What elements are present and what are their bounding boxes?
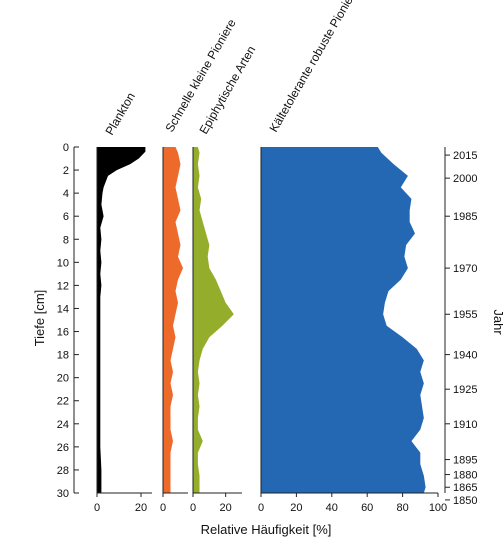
depth-tick-label: 16 bbox=[57, 327, 69, 339]
year-tick-label: 1850 bbox=[453, 495, 477, 507]
series-area bbox=[163, 147, 183, 493]
depth-tick-label: 0 bbox=[63, 142, 69, 154]
series-area bbox=[193, 147, 234, 493]
x-tick-label: 0 bbox=[258, 502, 264, 514]
depth-tick-label: 24 bbox=[57, 419, 69, 431]
year-tick-label: 1970 bbox=[453, 263, 477, 275]
x-tick-label: 0 bbox=[94, 502, 100, 514]
x-tick-label: 20 bbox=[135, 502, 147, 514]
year-tick-label: 2000 bbox=[453, 173, 477, 185]
depth-tick-label: 22 bbox=[57, 396, 69, 408]
series-label: Plankton bbox=[102, 90, 137, 137]
year-tick-label: 1985 bbox=[453, 211, 477, 223]
year-tick-label: 1910 bbox=[453, 419, 477, 431]
depth-tick-label: 10 bbox=[57, 257, 69, 269]
x-tick-label: 0 bbox=[190, 502, 196, 514]
year-axis: 2015 2000 1985 1970 1955 1940 1925 1910 1895 1880… bbox=[444, 147, 477, 507]
year-tick-label: 1925 bbox=[453, 384, 477, 396]
x-tick-label: 20 bbox=[290, 502, 302, 514]
year-tick-label: 1940 bbox=[453, 350, 477, 362]
x-tick-label: 60 bbox=[361, 502, 373, 514]
year-tick-label: 2015 bbox=[453, 150, 477, 162]
year-tick-label: 1895 bbox=[453, 455, 477, 467]
x-tick-label: 80 bbox=[396, 502, 408, 514]
x-tick-label: 100 bbox=[429, 502, 447, 514]
x-tick-label: 20 bbox=[220, 502, 232, 514]
panel-4: 0 20 40 60 80 100 Kältetolerante robuste Pioni… bbox=[258, 0, 447, 514]
year-tick-label: 1880 bbox=[453, 470, 477, 482]
depth-tick-label: 14 bbox=[57, 303, 69, 315]
depth-axis-label: Tiefe [cm] bbox=[32, 290, 47, 347]
x-tick-label: 0 bbox=[160, 502, 166, 514]
depth-tick-label: 4 bbox=[63, 188, 69, 200]
series-area bbox=[97, 147, 146, 493]
year-tick-label: 1865 bbox=[453, 482, 477, 494]
depth-tick-label: 2 bbox=[63, 165, 69, 177]
depth-tick-label: 12 bbox=[57, 280, 69, 292]
depth-tick-label: 8 bbox=[63, 234, 69, 246]
depth-tick-label: 30 bbox=[57, 488, 69, 500]
series-label: Kältetolerante robuste Pioniere bbox=[266, 0, 361, 134]
depth-tick-label: 20 bbox=[57, 373, 69, 385]
depth-tick-label: 18 bbox=[57, 350, 69, 362]
x-axis-label: Relative Häufigkeit [%] bbox=[201, 522, 332, 537]
year-axis-label: Jahr bbox=[491, 309, 503, 335]
series-area bbox=[261, 147, 426, 493]
depth-tick-label: 28 bbox=[57, 465, 69, 477]
x-tick-label: 40 bbox=[326, 502, 338, 514]
year-tick-label: 1955 bbox=[453, 309, 477, 321]
depth-tick-label: 6 bbox=[63, 211, 69, 223]
depth-tick-label: 26 bbox=[57, 442, 69, 454]
panel-1: 0 20 Plankton bbox=[94, 90, 152, 514]
